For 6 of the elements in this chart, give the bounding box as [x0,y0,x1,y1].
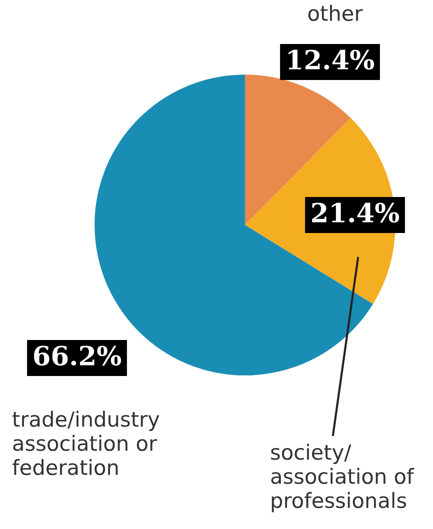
slice-label: trade/industry association or federation [12,410,160,476]
data-label: 66.2% [34,346,122,366]
data-label: 21.4% [312,202,400,223]
data-label: 12.4% [288,50,374,70]
slice-label: society/ association of professionals [271,444,414,512]
slice-label: other [308,4,363,22]
